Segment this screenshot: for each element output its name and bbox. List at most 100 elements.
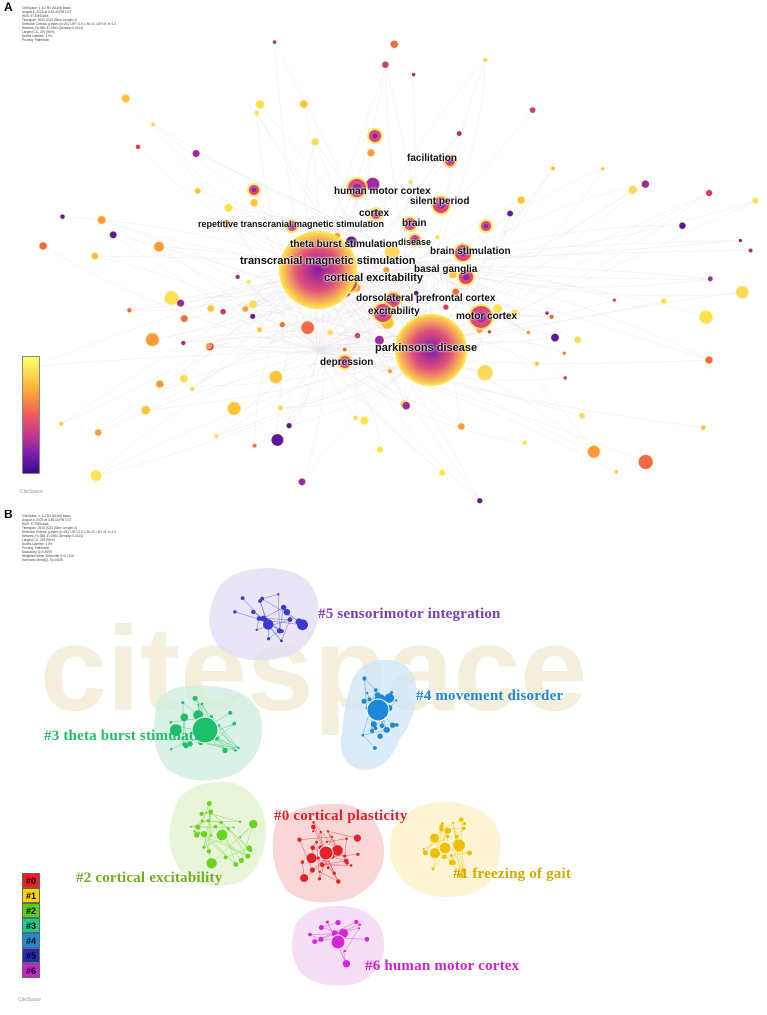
cluster-link bbox=[241, 824, 254, 861]
cluster-link bbox=[210, 811, 250, 849]
network-link bbox=[317, 133, 460, 351]
keyword-node bbox=[477, 365, 493, 381]
cluster-link bbox=[452, 822, 458, 837]
cluster-nodes-0 bbox=[297, 821, 361, 884]
cluster-node bbox=[395, 699, 398, 702]
cluster-label-3: #3 theta burst stimulation bbox=[44, 728, 215, 744]
cluster-node bbox=[200, 831, 208, 838]
network-link bbox=[317, 349, 583, 416]
keyword-node bbox=[311, 138, 319, 146]
metadata-line: Largest CC: 376 (96%) bbox=[22, 538, 55, 542]
metadata-line: Network: N=388, E=2363 (Density=0.0314) bbox=[22, 534, 84, 538]
cluster-node bbox=[343, 854, 347, 858]
cluster-node bbox=[295, 619, 300, 625]
cluster-link bbox=[299, 839, 313, 871]
keyword-node-core bbox=[437, 201, 445, 209]
network-link bbox=[429, 267, 743, 297]
cluster-link bbox=[211, 716, 239, 749]
cluster-node bbox=[345, 860, 349, 865]
network-link bbox=[317, 349, 443, 473]
network-link bbox=[385, 64, 431, 269]
legend-item: #1 bbox=[22, 888, 40, 903]
cluster-node bbox=[200, 702, 204, 706]
cluster-link bbox=[263, 618, 291, 620]
cluster-node bbox=[326, 830, 330, 833]
metadata-line: Largest CC: 376 (96%) bbox=[22, 30, 55, 34]
keyword-node bbox=[562, 351, 566, 355]
cluster-node bbox=[206, 858, 217, 869]
cluster-node bbox=[367, 697, 372, 702]
network-link bbox=[192, 267, 431, 390]
keyword-node bbox=[181, 340, 186, 346]
keyword-node bbox=[699, 310, 713, 324]
metadata-line: Selection Criteria: g-index (k=25), LRF=… bbox=[22, 22, 116, 26]
cluster-link bbox=[327, 831, 358, 839]
cluster-node bbox=[312, 821, 315, 824]
cluster-node bbox=[332, 871, 336, 875]
legend-item: #6 bbox=[22, 963, 40, 978]
cluster-node bbox=[441, 853, 447, 860]
network-link bbox=[317, 240, 741, 269]
cluster-node bbox=[194, 832, 200, 838]
cluster-link bbox=[225, 847, 250, 858]
network-link bbox=[317, 349, 405, 405]
cluster-node bbox=[370, 728, 375, 733]
keyword-node-core bbox=[251, 187, 257, 193]
network-link bbox=[145, 349, 431, 411]
cluster-node bbox=[255, 628, 258, 631]
keyword-node bbox=[177, 299, 185, 307]
keyword-node bbox=[141, 406, 150, 415]
cluster-nodes-6 bbox=[308, 919, 370, 968]
keyword-label: motor cortex bbox=[456, 311, 518, 322]
cluster-node bbox=[318, 936, 324, 942]
keyword-node bbox=[551, 333, 559, 342]
cluster-link bbox=[206, 812, 241, 823]
network-link bbox=[98, 349, 319, 433]
cluster-node bbox=[342, 960, 351, 968]
keyword-node bbox=[327, 330, 333, 335]
keyword-node bbox=[60, 214, 65, 219]
keyword-label: depression bbox=[320, 357, 374, 368]
keyword-label: brain stimulation bbox=[430, 246, 511, 257]
keyword-node bbox=[706, 189, 713, 197]
keyword-node bbox=[449, 271, 457, 279]
keyword-node bbox=[452, 288, 460, 296]
network-link bbox=[415, 267, 431, 294]
cluster-node bbox=[356, 852, 360, 856]
metadata-line: WoS: E:\TMS\data bbox=[22, 14, 49, 18]
network-link bbox=[429, 266, 711, 279]
cluster-nodes-3 bbox=[169, 695, 240, 754]
cluster-link bbox=[182, 702, 185, 745]
keyword-node-core bbox=[483, 223, 489, 229]
network-link bbox=[317, 349, 462, 427]
keyword-node bbox=[342, 347, 347, 352]
cluster-link bbox=[364, 678, 368, 709]
keyword-label: transcranial magnetic stimulation bbox=[240, 255, 416, 267]
cluster-node bbox=[446, 834, 450, 839]
cluster-node bbox=[361, 698, 367, 704]
cluster-node bbox=[336, 879, 341, 884]
keyword-node bbox=[301, 321, 315, 335]
cluster-node bbox=[390, 691, 393, 694]
cluster-node bbox=[213, 824, 218, 829]
cluster-link bbox=[344, 838, 347, 857]
keyword-label: silent period bbox=[410, 196, 470, 207]
cluster-node bbox=[309, 867, 315, 873]
keyword-node bbox=[214, 434, 218, 438]
metadata-line: Pruning: Pathfinder bbox=[22, 546, 50, 550]
cluster-hub-node bbox=[438, 841, 452, 855]
network-link bbox=[254, 349, 319, 446]
cluster-node bbox=[192, 695, 198, 701]
cluster-node bbox=[238, 857, 244, 864]
keyword-node bbox=[523, 441, 527, 445]
cluster-node bbox=[422, 848, 425, 851]
cluster-link bbox=[216, 723, 235, 739]
cluster-node bbox=[358, 927, 361, 930]
network-link bbox=[282, 324, 319, 352]
cluster-node bbox=[373, 726, 378, 731]
cluster-node bbox=[263, 617, 269, 623]
network-link bbox=[223, 311, 319, 351]
cluster-link bbox=[319, 871, 339, 882]
hub-node-parkinsons-disease bbox=[395, 314, 467, 386]
keyword-label: basal ganglia bbox=[414, 264, 478, 275]
